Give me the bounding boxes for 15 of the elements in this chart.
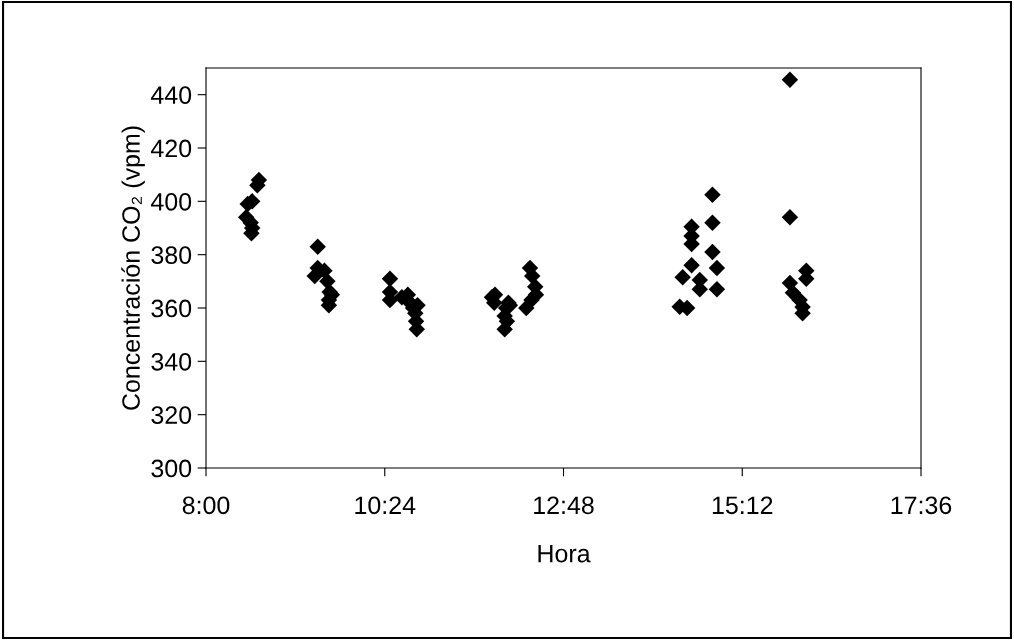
y-axis-title: Concentración CO₂ (vpm) (121, 126, 145, 410)
y-tick-label: 340 (151, 352, 192, 371)
y-tick-label: 400 (150, 192, 192, 211)
y-tick-label: 300 (151, 459, 192, 478)
x-tick-label: 17:36 (891, 496, 952, 515)
x-tick-label: 12:48 (534, 496, 594, 515)
y-tick-label: 420 (150, 139, 192, 158)
y-tick-label: 440 (150, 86, 192, 104)
x-tick-label: 10:24 (355, 496, 416, 515)
y-tick-label: 320 (151, 406, 192, 424)
y-tick-label: 360 (151, 299, 192, 318)
x-axis-title: Hora (538, 545, 591, 563)
x-tick-label: 15:12 (712, 496, 773, 515)
x-tick-label: 8:00 (182, 496, 230, 515)
y-tick-label: 380 (151, 246, 192, 264)
